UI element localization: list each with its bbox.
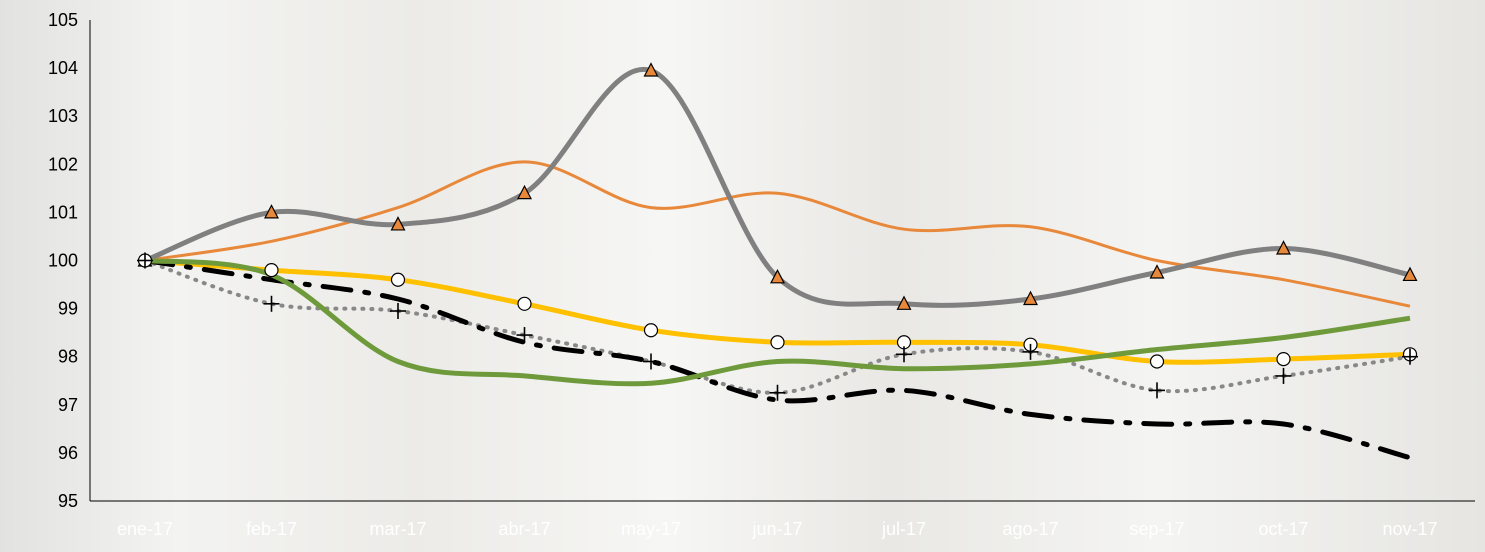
- y-tick-label: 98: [58, 347, 78, 367]
- series-4-point: [390, 303, 406, 320]
- series-4-point: [1402, 348, 1418, 365]
- y-tick-label: 96: [58, 443, 78, 463]
- series-line-2: [144, 66, 1411, 308]
- series-3-point: [770, 335, 785, 350]
- y-tick-label: 99: [58, 299, 78, 319]
- y-tick-label: 101: [48, 202, 78, 222]
- x-tick-label: sep-17: [1129, 519, 1184, 539]
- series-2-point: [896, 295, 912, 310]
- y-tick-label: 100: [48, 251, 78, 271]
- series-2-point: [517, 184, 532, 200]
- series-3-point: [264, 263, 279, 278]
- series-4-point: [896, 346, 912, 363]
- series-4-point: [137, 252, 153, 269]
- x-tick-label: jul-17: [881, 519, 926, 539]
- y-tick-label: 103: [48, 106, 78, 126]
- series-2-point: [264, 204, 279, 219]
- y-tick-label: 95: [58, 491, 78, 511]
- series-line-6: [144, 258, 1411, 387]
- series-4-point: [769, 384, 786, 401]
- series-3-point: [1149, 354, 1165, 369]
- series-2-point: [1402, 266, 1418, 282]
- series-4-point: [643, 353, 659, 370]
- chart-axes: [89, 20, 1475, 502]
- x-tick-labels: ene-17 feb-17 mar-17 abr-17 may-17 jun-17 jul-…: [117, 519, 1438, 539]
- series-line-1: [144, 160, 1411, 308]
- x-tick-label: jun-17: [751, 519, 802, 539]
- series-2-point: [1276, 240, 1291, 255]
- series-markers: [137, 62, 1418, 401]
- series-3-point: [1276, 352, 1291, 367]
- series-4-point: [1275, 367, 1292, 384]
- x-tick-label: ene-17: [117, 519, 173, 539]
- x-tick-label: abr-17: [498, 519, 550, 539]
- series-4-point: [1149, 382, 1165, 399]
- x-tick-label: mar-17: [369, 519, 426, 539]
- x-tick-label: ago-17: [1002, 519, 1058, 539]
- x-tick-label: may-17: [621, 519, 681, 539]
- x-tick-label: oct-17: [1258, 519, 1308, 539]
- series-2-point: [1023, 290, 1038, 306]
- y-tick-label: 104: [48, 58, 78, 78]
- series-4-point: [263, 295, 280, 312]
- x-tick-label: feb-17: [246, 519, 297, 539]
- y-tick-label: 105: [48, 10, 78, 30]
- x-tick-label: nov-17: [1382, 519, 1437, 539]
- series-2-point: [643, 62, 659, 77]
- series-2-point: [1149, 264, 1165, 279]
- series-4-point: [516, 327, 533, 344]
- series-4-point: [1022, 343, 1039, 360]
- y-tick-labels: 95 96 97 98 99 100 101 102 103 104 105: [48, 10, 78, 511]
- series-2-point: [390, 216, 406, 231]
- y-tick-label: 102: [48, 154, 78, 174]
- series-3-point: [517, 296, 532, 311]
- series-3-point: [643, 323, 659, 338]
- series-2-point: [770, 269, 785, 284]
- series-3-point: [390, 272, 406, 287]
- y-tick-label: 97: [58, 395, 78, 415]
